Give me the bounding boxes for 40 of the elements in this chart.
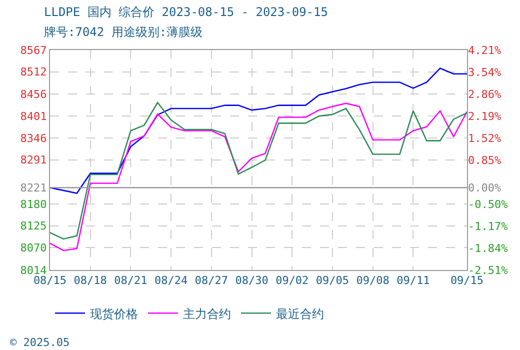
- y2-tick-label: -1.84%: [468, 242, 508, 255]
- x-tick-label: 08/27: [194, 274, 228, 288]
- chart-subtitle: 牌号:7042 用途级别:薄膜级: [44, 25, 203, 39]
- y2-tick-label: 2.86%: [468, 88, 502, 102]
- y-tick-label: 8567: [20, 44, 47, 57]
- chart-title: LLDPE 国内 综合价 2023-08-15 - 2023-09-15: [44, 5, 328, 19]
- x-tick-label: 08/24: [154, 274, 188, 288]
- y2-tick-label: 0.00%: [468, 182, 502, 195]
- y-tick-label: 8221: [20, 182, 47, 194]
- y-tick-label: 8125: [20, 220, 47, 233]
- x-tick-label: 09/08: [356, 274, 390, 288]
- y-tick-label: 8401: [20, 110, 47, 123]
- y-tick-label: 8291: [20, 154, 47, 167]
- x-tick-label: 09/05: [316, 274, 350, 288]
- y2-tick-label: -0.50%: [468, 198, 508, 212]
- y2-tick-label: 4.21%: [468, 44, 502, 57]
- y-tick-label: 8456: [20, 88, 47, 102]
- y-tick-label: 8180: [20, 198, 47, 211]
- x-tick-label: 09/02: [276, 274, 309, 288]
- legend-label: 主力合约: [183, 306, 231, 321]
- y2-tick-label: 2.19%: [468, 110, 502, 123]
- x-tick-label: 08/21: [114, 274, 148, 288]
- text: © 2025.05: [10, 336, 70, 349]
- x-tick-label: 08/18: [74, 274, 107, 288]
- y2-tick-label: -2.51%: [468, 264, 508, 277]
- y2-tick-label: 3.54%: [468, 66, 502, 79]
- y2-tick-label: 1.52%: [468, 132, 502, 145]
- y-tick-label: 8070: [20, 242, 47, 255]
- x-tick-label: 09/15: [450, 274, 484, 288]
- y2-tick-label: 0.85%: [468, 154, 502, 167]
- y-tick-label: 8346: [20, 132, 47, 145]
- y2-tick-label: -1.17%: [468, 220, 508, 233]
- x-tick-label: 08/15: [33, 274, 67, 288]
- x-tick-label: 09/11: [396, 274, 430, 288]
- y-tick-label: 8512: [20, 66, 47, 79]
- legend-label: 现货价格: [90, 306, 138, 321]
- y-tick-label: 8014: [20, 264, 48, 277]
- x-tick-label: 08/30: [235, 274, 268, 288]
- line-series: [50, 68, 467, 194]
- legend-label: 最近合约: [276, 306, 324, 321]
